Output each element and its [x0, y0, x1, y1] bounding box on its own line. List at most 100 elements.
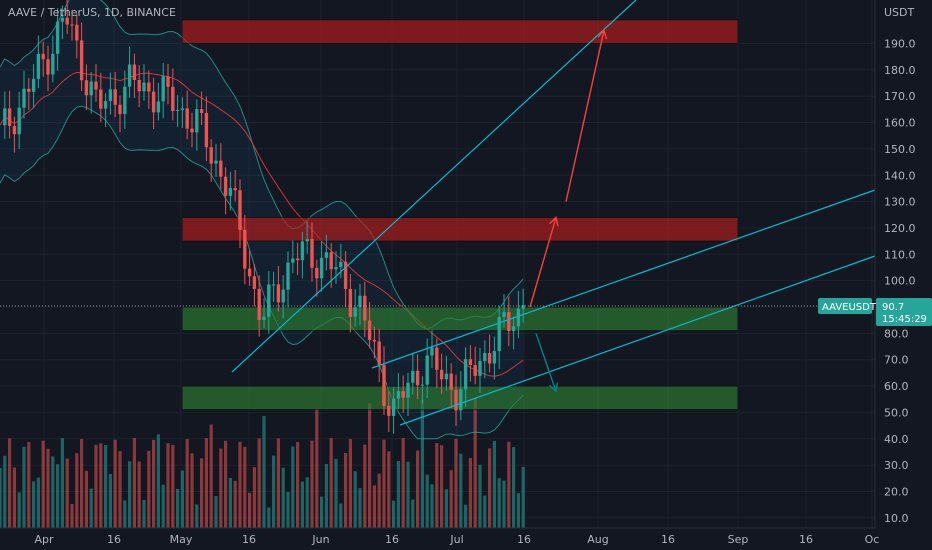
time-tick-label: 16	[799, 533, 813, 546]
volume-bar	[224, 440, 228, 528]
volume-bar	[195, 504, 199, 528]
volume-bar	[272, 455, 276, 528]
price-tick-label: 140.0	[884, 169, 916, 182]
price-tick-label: 130.0	[884, 196, 916, 209]
demand-zone[interactable]	[181, 306, 739, 332]
candle-body	[108, 89, 113, 102]
candle-body	[137, 79, 141, 92]
time-tick-label: 16	[517, 533, 531, 546]
time-tick-label: Jun	[311, 533, 329, 546]
candle-body	[377, 341, 381, 365]
volume-bar	[123, 500, 127, 528]
volume-bar	[65, 458, 69, 528]
volume-bar	[128, 461, 132, 528]
volume-bar	[8, 438, 12, 528]
candle-body	[166, 76, 170, 87]
price-axis-panel[interactable]	[875, 0, 932, 528]
candle-body	[435, 347, 439, 370]
supply-zone[interactable]	[181, 216, 739, 242]
candle-body	[521, 305, 525, 309]
candle-body	[507, 312, 511, 332]
candle-body	[7, 108, 12, 127]
arrow-to-upper-target[interactable]	[565, 30, 605, 202]
trend-channel[interactable]	[231, 0, 876, 426]
volume-bar	[348, 439, 352, 528]
arrow-to-supply-zone[interactable]	[529, 217, 557, 308]
candle-body	[262, 316, 266, 320]
trendline-upper-steep[interactable]	[231, 0, 637, 373]
volume-bar	[70, 503, 74, 528]
candle-body	[228, 188, 233, 196]
candle-body	[353, 307, 357, 317]
candle-body	[12, 126, 17, 135]
last-price-value: 90.7	[882, 302, 904, 313]
candle-body	[118, 104, 122, 115]
volume-bar	[521, 466, 525, 528]
volume-bar	[204, 438, 208, 528]
time-tick-label: Jul	[449, 533, 463, 546]
trendline-channel-top[interactable]	[371, 189, 876, 369]
candle-body	[41, 53, 45, 60]
volume-bar	[315, 408, 319, 528]
arrow-to-upper-target-head	[597, 28, 608, 40]
volume-bar	[334, 458, 338, 528]
volume-bar	[435, 443, 439, 528]
candle-body	[79, 40, 84, 81]
price-tick-label: 60.0	[884, 380, 909, 393]
price-tick-label: 40.0	[884, 433, 909, 446]
volume-bar	[0, 468, 2, 528]
volume-bar	[502, 480, 506, 528]
candle-body	[319, 257, 324, 279]
candle-body	[243, 229, 247, 269]
candle-body	[382, 364, 386, 406]
candle-body	[60, 17, 65, 22]
candle-body	[468, 359, 473, 366]
volume-bar	[56, 464, 60, 528]
candle-body	[276, 284, 281, 303]
trendline-channel-bottom[interactable]	[399, 255, 876, 426]
volume-bar	[440, 445, 444, 528]
volume-bar	[147, 450, 151, 528]
volume-bar	[142, 499, 146, 528]
volume-bar	[377, 473, 381, 528]
supply-zone[interactable]	[181, 19, 739, 44]
volume-bar	[27, 441, 31, 528]
candle-body	[473, 365, 477, 376]
arrow-to-demand-zone[interactable]	[535, 333, 557, 392]
time-axis-panel[interactable]	[0, 528, 932, 550]
volume-bar	[310, 440, 314, 528]
candle-body	[478, 361, 482, 376]
volume-bar	[368, 403, 372, 528]
candle-body	[195, 109, 199, 133]
moving-average	[0, 71, 524, 377]
volume-bar	[464, 504, 468, 528]
candle-body	[214, 160, 218, 164]
candle-body	[463, 359, 468, 390]
candle-body	[449, 373, 453, 390]
volume-bar	[137, 461, 141, 528]
volume-bar	[84, 470, 88, 528]
price-tick-label: 160.0	[884, 117, 916, 130]
volume-bar	[118, 451, 122, 528]
candle-body	[372, 339, 377, 342]
candle-body	[22, 88, 26, 108]
volume-bar	[473, 398, 477, 528]
volume-bar	[411, 499, 415, 528]
candle-body	[363, 295, 367, 321]
volume-bar	[228, 477, 232, 528]
volume-bar	[320, 496, 324, 528]
candle-body	[387, 405, 391, 416]
volume-bar	[80, 439, 84, 528]
chart-title: AAVE / TetherUS, 1D, BINANCE	[8, 6, 176, 19]
volume-bar	[420, 399, 424, 528]
time-tick-label: Oc	[865, 533, 880, 546]
volume-bar	[329, 438, 333, 528]
price-tick-label: 190.0	[884, 38, 916, 51]
candle-body	[113, 89, 117, 105]
candle-body	[132, 64, 137, 80]
projection-arrows[interactable]	[529, 28, 608, 393]
volume-bar	[459, 453, 463, 528]
volume-bar	[219, 448, 223, 528]
